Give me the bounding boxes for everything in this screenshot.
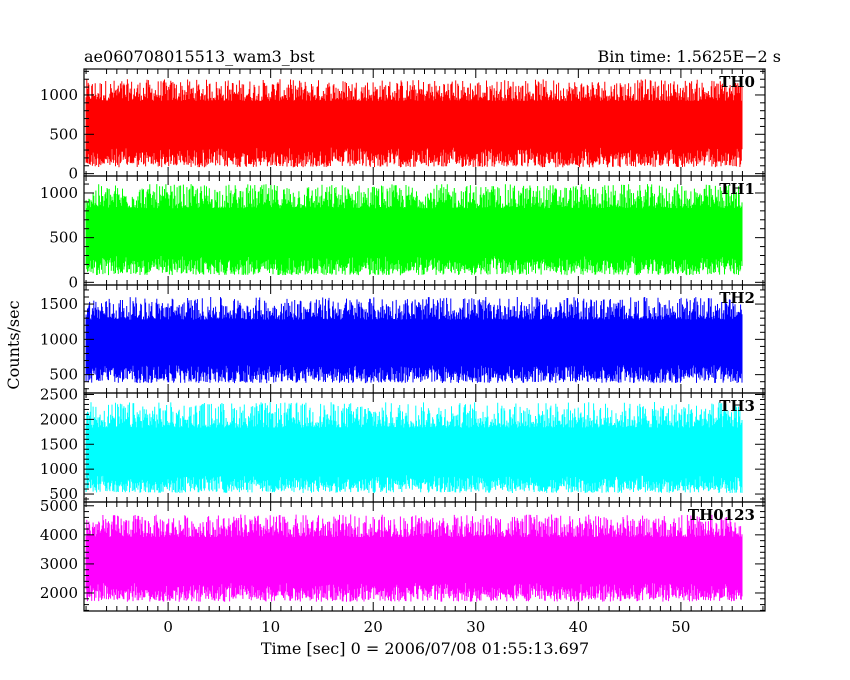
chart-title: ae060708015513_wam3_bst <box>84 47 315 66</box>
y-tick-label: 1000 <box>40 460 78 478</box>
y-tick-label: 1500 <box>40 435 78 453</box>
y-axis-label: Counts/sec <box>4 300 23 389</box>
y-tick-label: 500 <box>49 366 78 384</box>
series-th1 <box>85 184 743 276</box>
y-tick-label: 2500 <box>40 385 78 403</box>
x-tick-label: 30 <box>466 618 485 636</box>
y-tick-label: 500 <box>49 485 78 503</box>
y-tick-label: 0 <box>68 273 78 291</box>
y-tick-label: 1000 <box>40 86 78 104</box>
x-tick-label: 20 <box>364 618 383 636</box>
y-tick-label: 1500 <box>40 295 78 313</box>
x-tick-label: 0 <box>163 618 173 636</box>
panel-label-th0: TH0 <box>719 73 755 91</box>
series-th2 <box>85 297 743 384</box>
x-tick-label: 50 <box>671 618 690 636</box>
x-axis-label: Time [sec] 0 = 2006/07/08 01:55:13.697 <box>261 639 589 658</box>
bin-time-label: Bin time: 1.5625E−2 s <box>598 47 781 66</box>
panel-label-th1: TH1 <box>719 180 755 198</box>
y-tick-label: 0 <box>68 165 78 183</box>
y-tick-label: 2000 <box>40 584 78 602</box>
panel-th0123: 2000 3000 4000 5000 TH0123 0 10 20 30 40 50 <box>40 497 766 636</box>
y-tick-label: 500 <box>49 229 78 247</box>
panel-th2: 500 1000 1500 TH2 <box>40 284 766 394</box>
x-tick-label: 40 <box>569 618 588 636</box>
panel-th3: 500 1000 1500 2000 2500 TH3 <box>40 385 766 503</box>
series-th3 <box>85 402 743 493</box>
panel-th0: 0 500 1000 TH0 <box>40 68 766 183</box>
y-tick-label: 2000 <box>40 410 78 428</box>
y-tick-label: 3000 <box>40 555 78 573</box>
y-tick-label: 1000 <box>40 184 78 202</box>
panel-label-th0123: TH0123 <box>688 506 755 524</box>
series-th0123 <box>85 514 743 602</box>
y-tick-label: 1000 <box>40 330 78 348</box>
x-tick-label: 10 <box>261 618 280 636</box>
panel-label-th2: TH2 <box>719 289 755 307</box>
y-tick-label: 500 <box>49 125 78 143</box>
series-th0 <box>85 79 743 168</box>
y-tick-label: 4000 <box>40 526 78 544</box>
y-tick-label: 5000 <box>40 497 78 515</box>
panel-label-th3: TH3 <box>719 397 755 415</box>
panel-th1: 0 500 1000 TH1 <box>40 175 766 291</box>
